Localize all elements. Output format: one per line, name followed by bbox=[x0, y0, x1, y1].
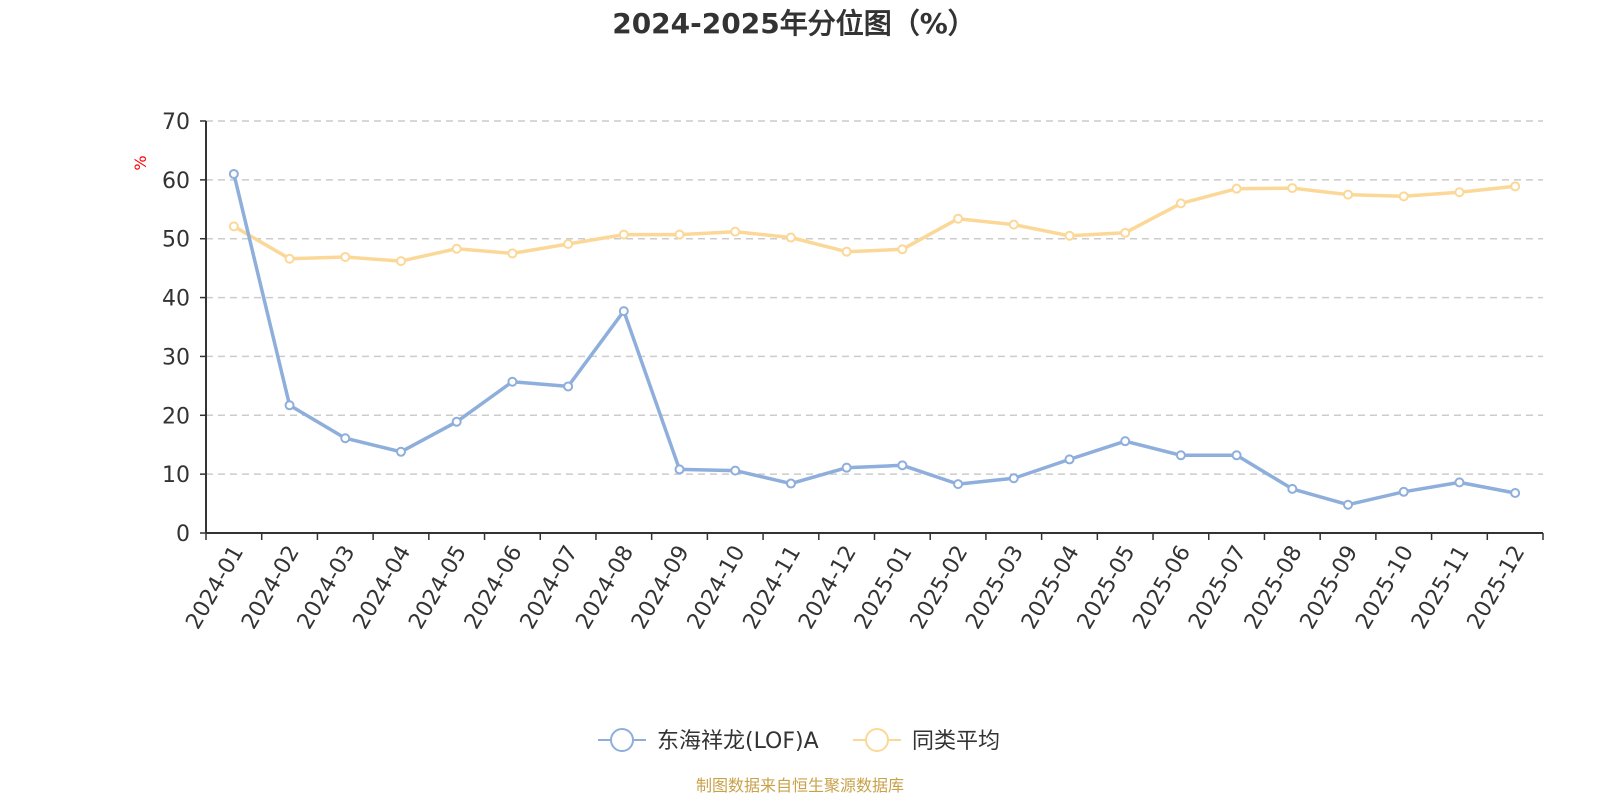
data-point bbox=[1454, 477, 1465, 488]
data-point bbox=[1510, 487, 1521, 498]
data-point bbox=[1008, 219, 1019, 230]
data-point bbox=[507, 248, 518, 259]
data-point bbox=[730, 465, 741, 476]
data-point bbox=[284, 253, 295, 264]
y-tick-labels: 0 10 20 30 40 50 60 70 bbox=[162, 110, 190, 547]
data-point bbox=[1343, 189, 1354, 200]
grid-lines bbox=[206, 120, 1543, 475]
data-point bbox=[953, 479, 964, 490]
series-line bbox=[232, 172, 1517, 507]
data-point bbox=[228, 221, 239, 232]
legend-marker bbox=[865, 728, 889, 752]
data-point bbox=[1398, 486, 1409, 497]
data-point bbox=[395, 446, 406, 457]
data-point bbox=[563, 239, 574, 250]
data-source-note: 制图数据来自恒生聚源数据库 bbox=[696, 776, 904, 795]
data-point bbox=[785, 232, 796, 243]
data-point bbox=[340, 433, 351, 444]
data-point bbox=[618, 229, 629, 240]
legend-item[interactable]: 同类平均 bbox=[853, 728, 1000, 754]
data-point bbox=[1064, 230, 1075, 241]
data-point bbox=[897, 244, 908, 255]
data-point bbox=[1454, 187, 1465, 198]
legend-label: 同类平均 bbox=[912, 729, 1000, 754]
data-point bbox=[841, 246, 852, 257]
series-lines bbox=[228, 168, 1521, 510]
data-point bbox=[1120, 227, 1131, 238]
data-point bbox=[785, 478, 796, 489]
y-tick-label: 20 bbox=[162, 404, 190, 429]
data-point bbox=[1231, 450, 1242, 461]
data-point bbox=[1231, 183, 1242, 194]
y-tick-label: 70 bbox=[162, 110, 190, 135]
data-point bbox=[730, 226, 741, 237]
y-tick-label: 0 bbox=[176, 522, 190, 547]
data-point bbox=[284, 400, 295, 411]
data-point bbox=[1120, 436, 1131, 447]
data-point bbox=[1398, 191, 1409, 202]
data-point bbox=[1287, 483, 1298, 494]
legend-item[interactable]: 东海祥龙(LOF)A bbox=[598, 728, 819, 754]
data-point bbox=[674, 464, 685, 475]
y-tick-label: 50 bbox=[162, 228, 190, 253]
legend-label: 东海祥龙(LOF)A bbox=[657, 729, 819, 754]
data-point bbox=[395, 256, 406, 267]
data-point bbox=[618, 306, 629, 317]
data-point bbox=[953, 213, 964, 224]
legend[interactable]: 东海祥龙(LOF)A 同类平均 bbox=[598, 728, 1000, 754]
data-point bbox=[1287, 183, 1298, 194]
data-point bbox=[1343, 499, 1354, 510]
data-point bbox=[451, 243, 462, 254]
y-tick-label: 10 bbox=[162, 463, 190, 488]
data-point bbox=[1175, 198, 1186, 209]
data-point bbox=[897, 460, 908, 471]
data-point bbox=[340, 251, 351, 262]
data-point bbox=[841, 462, 852, 473]
y-tick-label: 60 bbox=[162, 169, 190, 194]
chart-title: 2024-2025年分位图（%） bbox=[612, 7, 976, 40]
data-point bbox=[1175, 450, 1186, 461]
series-line bbox=[232, 184, 1517, 263]
data-point bbox=[1064, 454, 1075, 465]
data-point bbox=[507, 376, 518, 387]
y-tick-label: 40 bbox=[162, 287, 190, 312]
data-point bbox=[1510, 181, 1521, 192]
legend-marker bbox=[610, 728, 634, 752]
x-tick-labels: 2024-012024-022024-032024-042024-052024-… bbox=[181, 542, 1530, 634]
data-point bbox=[563, 381, 574, 392]
y-tick-label: 30 bbox=[162, 345, 190, 370]
data-point bbox=[228, 168, 239, 179]
data-point bbox=[674, 229, 685, 240]
y-axis-label: % bbox=[131, 155, 150, 170]
data-point bbox=[451, 416, 462, 427]
axes bbox=[200, 120, 1544, 540]
data-point bbox=[1008, 473, 1019, 484]
